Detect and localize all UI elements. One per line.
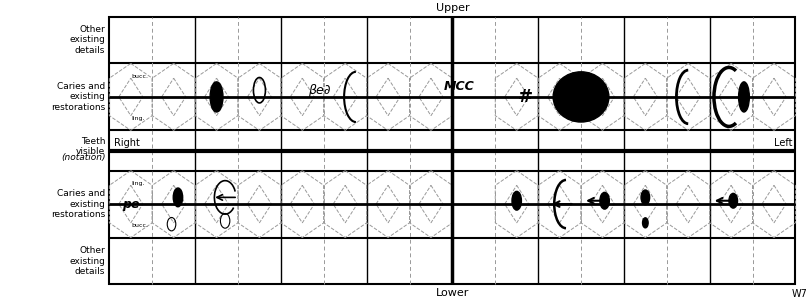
Ellipse shape [729,193,738,208]
Text: Other
existing
details: Other existing details [70,25,105,55]
Ellipse shape [210,82,223,112]
Text: Teeth
visible: Teeth visible [76,137,105,156]
Text: Caries and
existing
restorations: Caries and existing restorations [51,82,105,112]
Text: bucc.: bucc. [132,74,149,79]
Text: Caries and
existing
restorations: Caries and existing restorations [51,189,105,219]
Ellipse shape [642,218,648,228]
Text: (notation): (notation) [61,153,105,162]
Text: MCC: MCC [444,80,475,93]
Text: Lower: Lower [436,288,469,299]
Text: bucc.: bucc. [132,223,149,228]
Ellipse shape [173,188,183,207]
Text: $\beta e\partial$: $\beta e\partial$ [308,82,331,99]
Ellipse shape [641,190,650,205]
Text: Right: Right [114,138,140,148]
Ellipse shape [600,192,609,209]
Text: ling.: ling. [132,182,145,187]
Text: #: # [518,88,533,106]
Text: Upper: Upper [436,2,469,13]
Text: pe: pe [122,197,139,211]
Ellipse shape [512,191,522,210]
Ellipse shape [553,72,609,122]
Text: Other
existing
details: Other existing details [70,246,105,276]
Text: W7: W7 [792,289,808,299]
Ellipse shape [739,82,749,112]
Text: Left: Left [774,138,792,148]
Text: ling.: ling. [132,116,145,121]
